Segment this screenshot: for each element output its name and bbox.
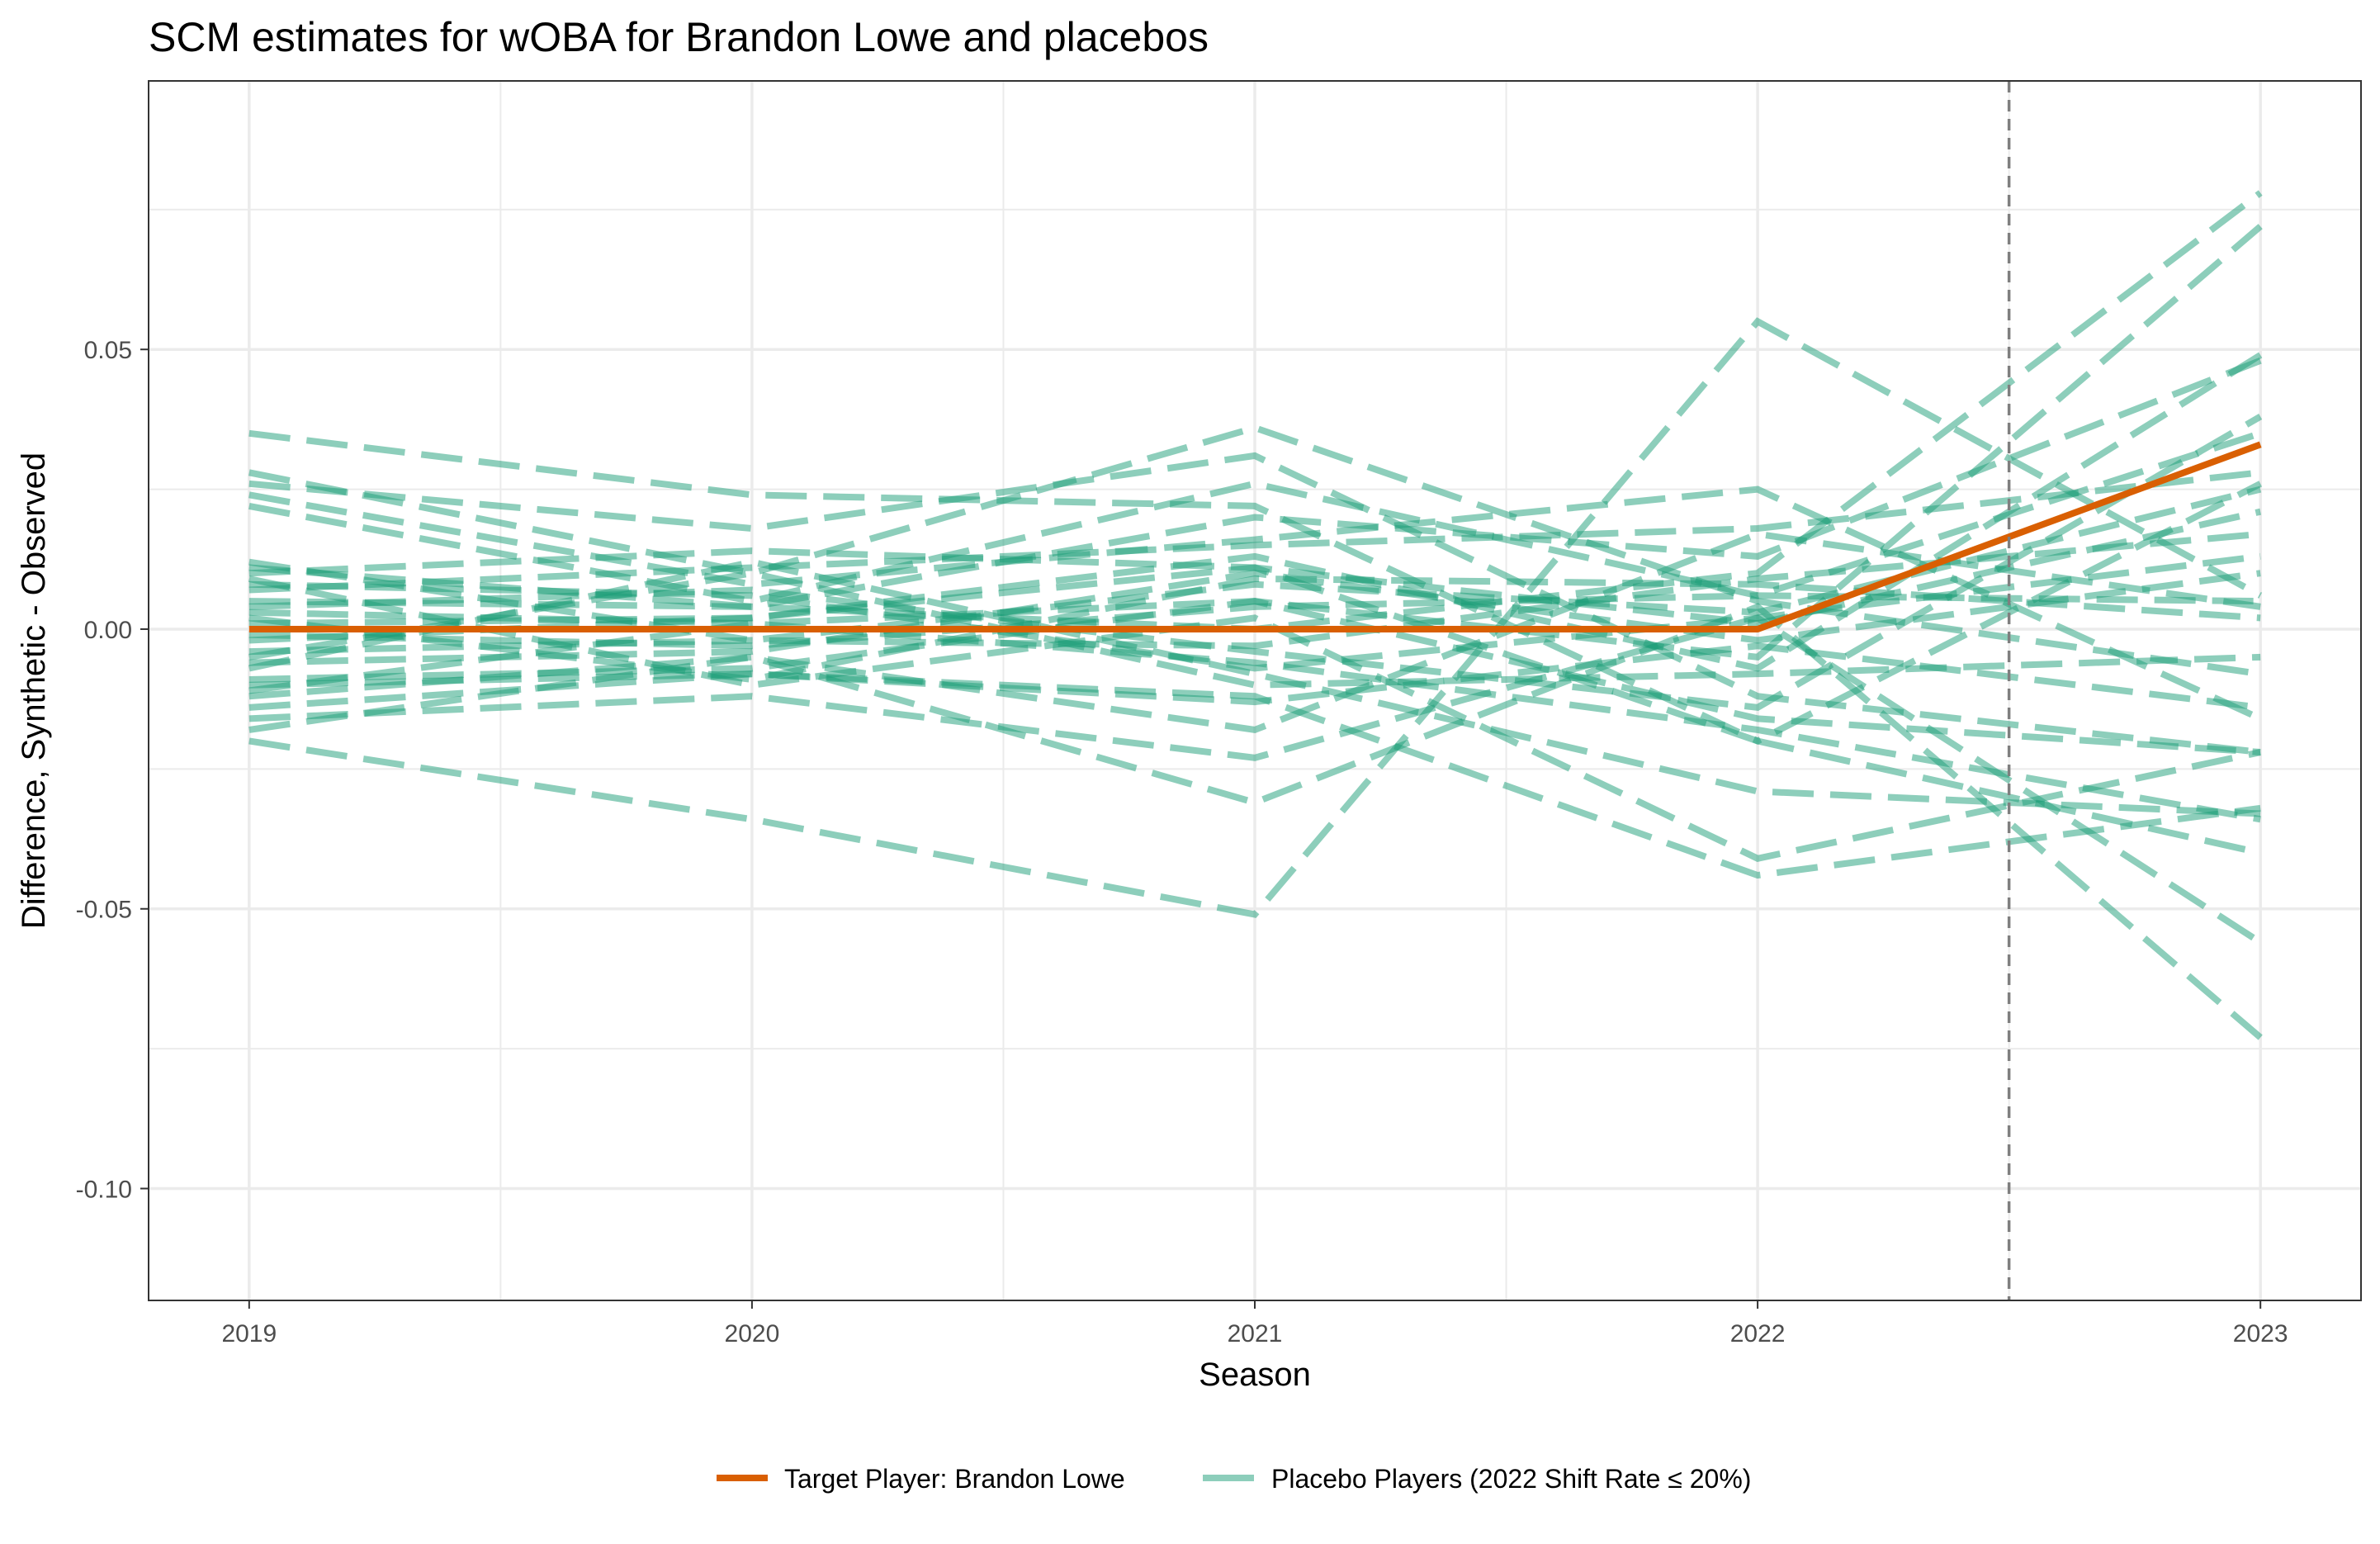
chart-title: SCM estimates for wOBA for Brandon Lowe … — [149, 14, 1209, 60]
placebo-series-line — [248, 570, 2261, 666]
placebo-series-line — [248, 414, 2263, 711]
y-tick-label: -0.10 — [76, 1176, 132, 1203]
placebo-series-line — [248, 575, 2262, 862]
placebo-series-line — [248, 424, 2261, 678]
placebo-series-line — [248, 352, 2263, 672]
placebo-series-line — [248, 614, 2263, 945]
y-axis-title: Difference, Synthetic - Observed — [16, 452, 52, 929]
placebo-series-line — [248, 530, 2261, 734]
placebo-series-line — [248, 481, 2263, 745]
placebo-series-line — [248, 603, 2263, 1040]
x-tick-label: 2020 — [725, 1320, 780, 1347]
y-tick-label: 0.00 — [84, 617, 132, 644]
placebo-series-line — [248, 598, 2261, 756]
axis-layer: 2019 2020 2021 2022 2023 0.05 0.00 -0.05 -0.10 — [76, 337, 2288, 1347]
placebo-series-line — [248, 558, 2261, 817]
target-layer — [248, 441, 2262, 632]
target-series-line — [248, 441, 2262, 632]
placebo-series-line — [248, 429, 2262, 856]
placebo-series-line — [248, 317, 2263, 918]
placebo-series-line — [248, 452, 2261, 756]
x-tick-label: 2021 — [1228, 1320, 1283, 1347]
placebo-series-line — [248, 570, 2261, 689]
x-tick-label: 2019 — [221, 1320, 277, 1347]
legend-target-label: Target Player: Brandon Lowe — [784, 1464, 1125, 1494]
placebo-series-line — [248, 575, 2261, 683]
placebo-series-line — [248, 670, 2261, 879]
placebo-series-line — [248, 620, 2261, 823]
y-tick-label: -0.05 — [76, 897, 132, 924]
legend: Target Player: Brandon Lowe Placebo Play… — [717, 1464, 1751, 1494]
placebo-series-line — [248, 358, 2262, 610]
x-axis-title: Season — [1199, 1357, 1311, 1393]
x-tick-label: 2023 — [2233, 1320, 2288, 1347]
x-tick-label: 2022 — [1730, 1320, 1786, 1347]
placebo-series-line — [248, 485, 2262, 644]
legend-placebo-label: Placebo Players (2022 Shift Rate ≤ 20%) — [1271, 1464, 1751, 1494]
y-tick-label: 0.05 — [84, 337, 132, 364]
placebo-series-line — [248, 530, 2261, 656]
